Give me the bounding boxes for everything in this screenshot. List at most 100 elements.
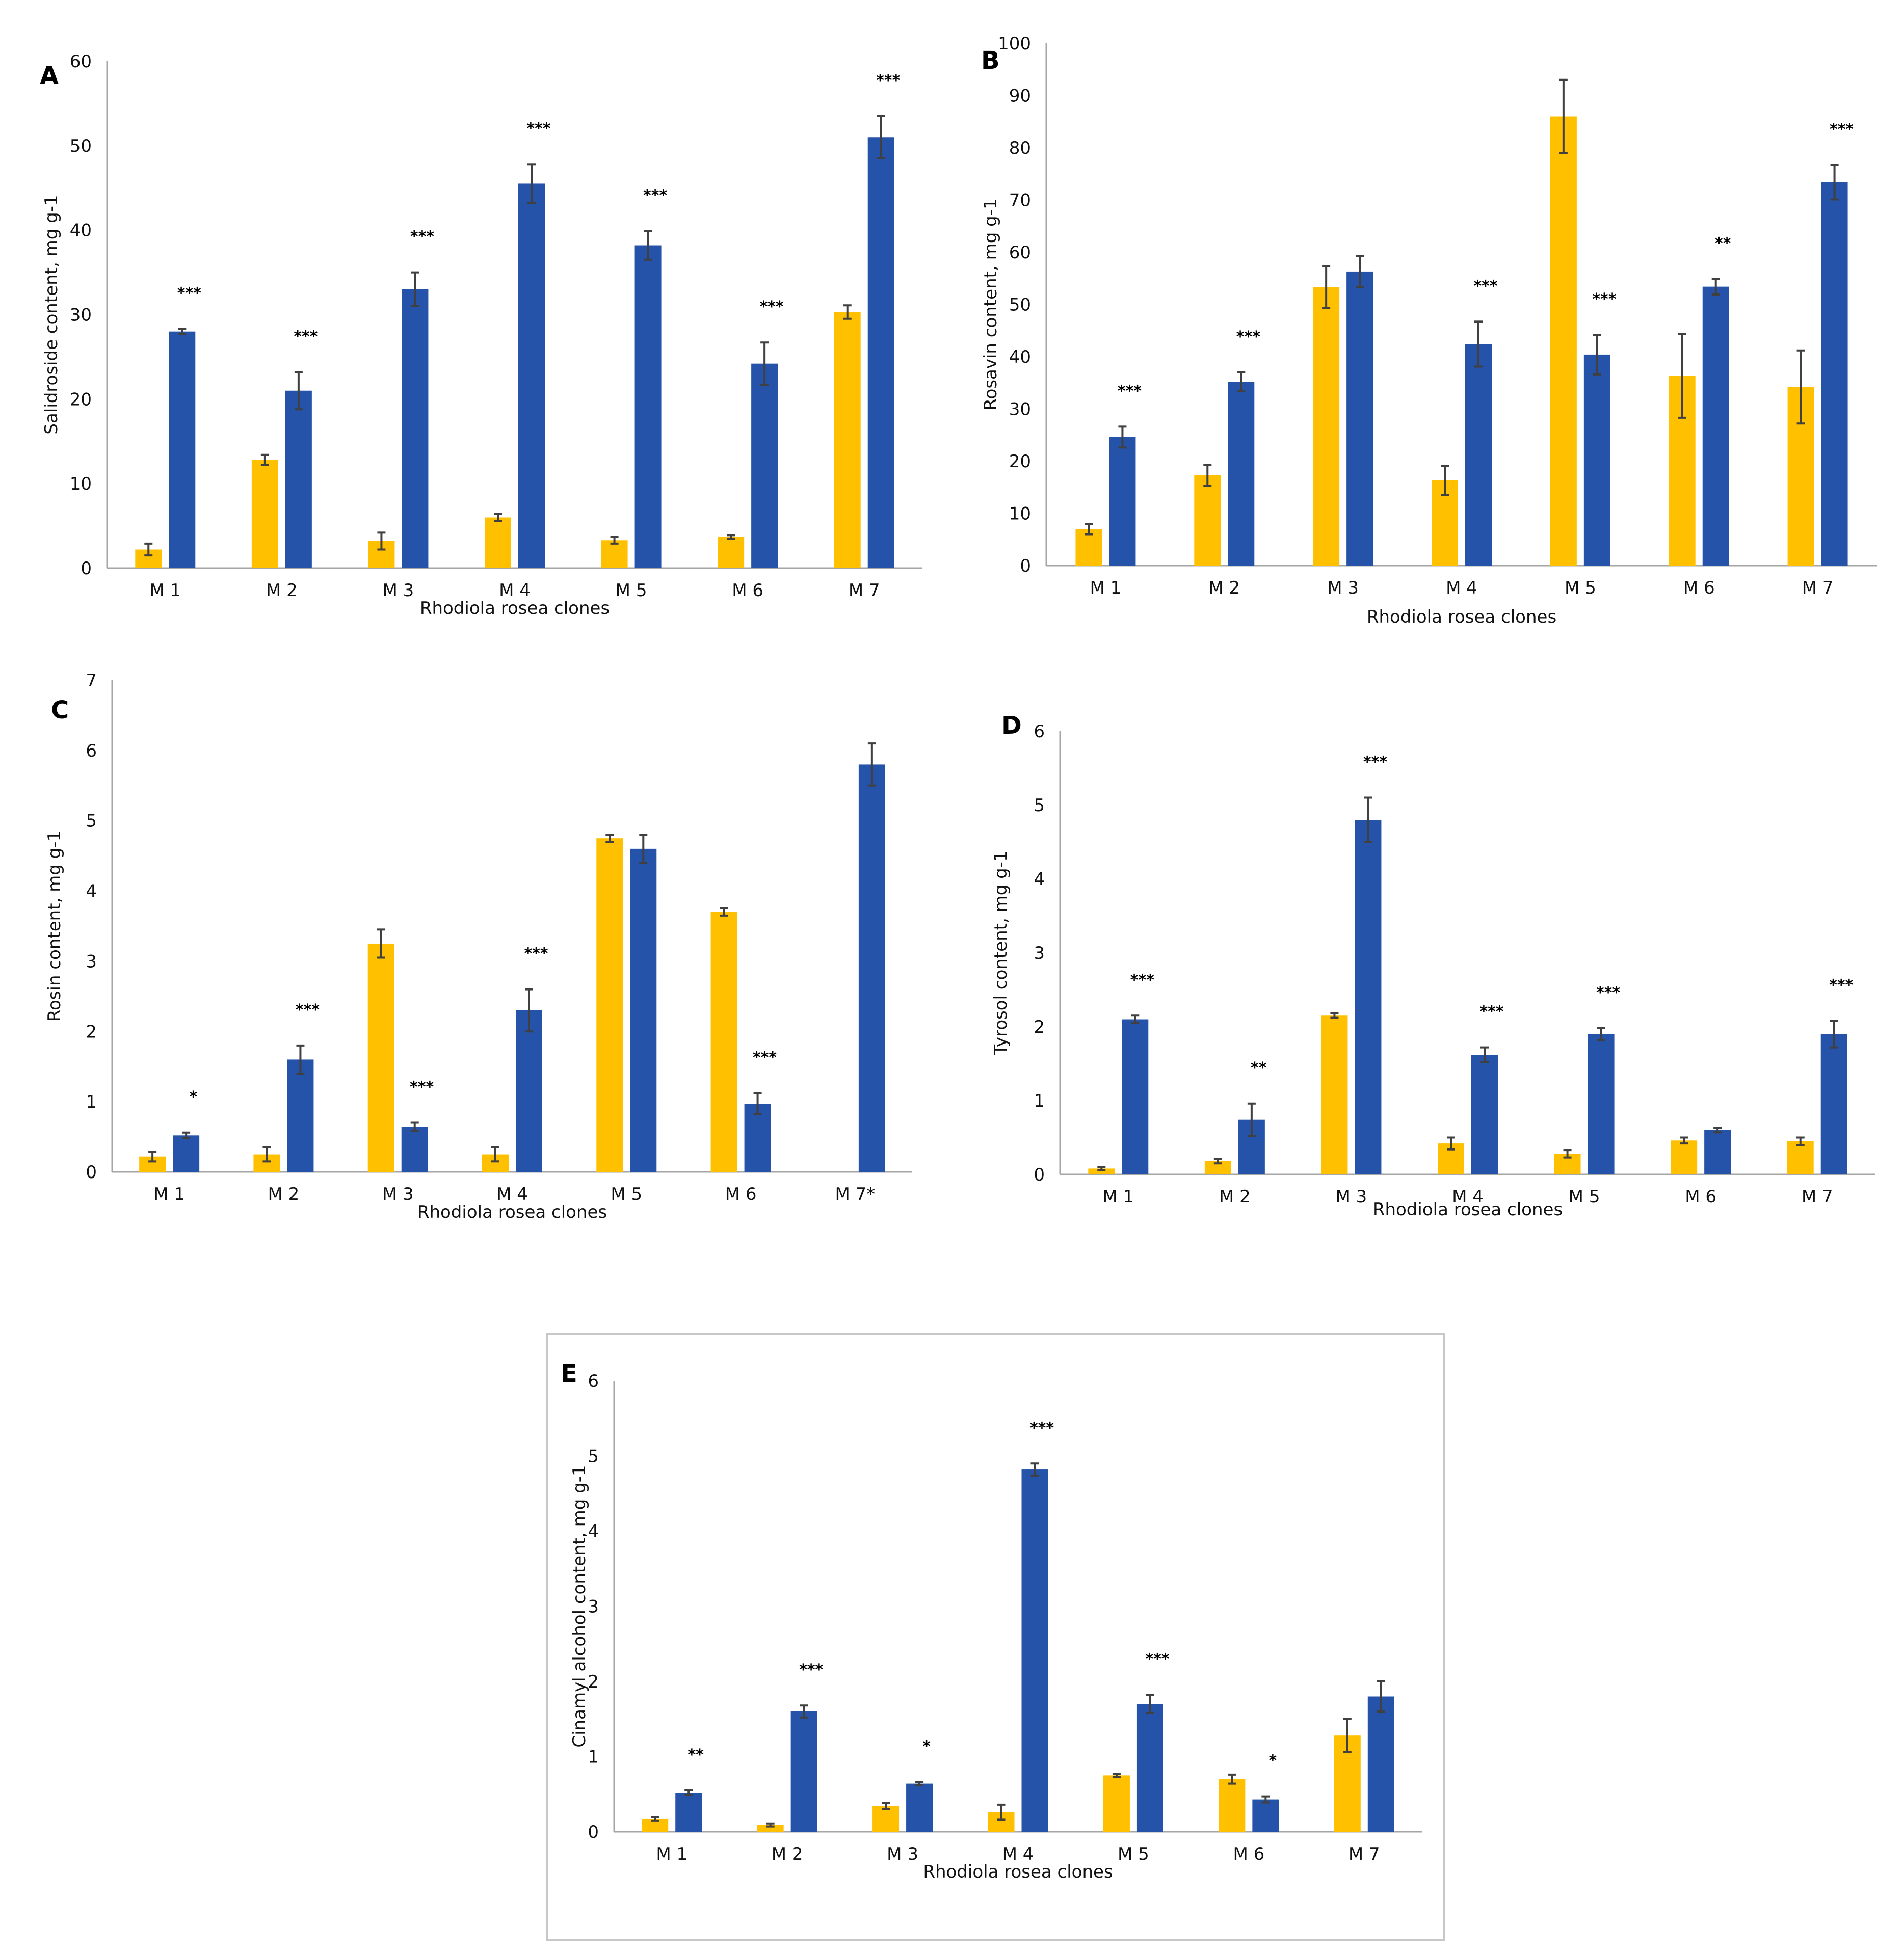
- panel-e-bar-series2: [1252, 1799, 1279, 1832]
- panel-e-y-tick-label: 6: [588, 1371, 599, 1392]
- panel-b-y-tick-label: 40: [1009, 347, 1031, 367]
- panel-d-significance-label: **: [1251, 1059, 1267, 1077]
- panel-c-y-axis-title: Rosin content, mg g-1: [44, 831, 65, 1022]
- panel-b-x-tick-label: M 3: [1327, 578, 1359, 598]
- panel-d-y-tick-label: 0: [1034, 1165, 1045, 1185]
- panel-c-bar-series1: [596, 838, 623, 1172]
- panel-b-bar-series2: [1702, 286, 1729, 566]
- panel-d-letter: D: [1001, 711, 1022, 740]
- panel-b-letter: B: [981, 46, 1000, 75]
- panel-e-y-tick-label: 3: [588, 1597, 599, 1617]
- panel-c-significance-label: ***: [753, 1049, 777, 1067]
- panel-a-y-axis-title: Salidroside content, mg g-1: [41, 195, 62, 434]
- panel-b-x-axis-title: Rhodiola rosea clones: [1367, 607, 1556, 627]
- panel-c-x-tick-label: M 6: [725, 1184, 757, 1205]
- panel-a-x-tick-label: M 2: [266, 580, 298, 601]
- panel-c-bar-series2: [287, 1059, 314, 1172]
- panel-e-x-tick-label: M 1: [656, 1844, 687, 1864]
- panel-a-bar-series2: [169, 331, 196, 568]
- panel-d-bar-series1: [1787, 1141, 1814, 1174]
- panel-d-significance-label: ***: [1130, 971, 1154, 989]
- panel-b-x-tick-label: M 2: [1208, 578, 1240, 598]
- panel-a-y-tick-label: 20: [70, 389, 92, 410]
- panel-e-x-tick-label: M 4: [1002, 1844, 1034, 1864]
- panel-e-significance-label: **: [688, 1746, 704, 1764]
- panel-a-y-tick-label: 0: [81, 558, 92, 579]
- panel-a-bar-series2: [518, 183, 545, 568]
- panel-c-y-tick-label: 4: [86, 881, 97, 902]
- panel-d-bar-series2: [1471, 1055, 1498, 1174]
- panel-c-bar-series2: [858, 764, 885, 1172]
- panel-b-y-tick-label: 70: [1009, 191, 1031, 211]
- panel-c-x-tick-label: M 1: [153, 1184, 185, 1205]
- panel-c-x-tick-label: M 4: [496, 1184, 528, 1205]
- panel-d-y-tick-label: 5: [1034, 795, 1045, 816]
- panel-d-y-tick-label: 1: [1034, 1091, 1045, 1111]
- panel-e-bar-series1: [757, 1825, 784, 1832]
- panel-c-y-tick-label: 6: [86, 741, 97, 761]
- panel-e-x-tick-label: M 2: [772, 1844, 803, 1864]
- panel-d-x-axis-title: Rhodiola rosea clones: [1373, 1199, 1563, 1220]
- panel-a-bar-series1: [718, 537, 745, 568]
- panel-b-bar-series2: [1228, 382, 1255, 566]
- panel-c-x-tick-label: M 5: [611, 1184, 642, 1205]
- panel-c-significance-label: ***: [410, 1079, 434, 1096]
- panel-c-bar-series2: [516, 1010, 542, 1172]
- panel-a-y-tick-label: 40: [70, 221, 92, 241]
- panel-d-x-tick-label: M 1: [1102, 1187, 1134, 1207]
- panel-a-bar-series1: [834, 312, 861, 568]
- panel-e-bar-series2: [1021, 1469, 1048, 1832]
- panel-b-x-tick-label: M 5: [1565, 578, 1596, 598]
- panel-a-x-tick-label: M 1: [149, 580, 181, 601]
- panel-b-y-tick-label: 30: [1009, 399, 1031, 420]
- panel-b-bar-series2: [1109, 437, 1136, 566]
- panel-e-y-tick-label: 4: [588, 1521, 599, 1542]
- panel-d-y-tick-label: 4: [1034, 869, 1045, 890]
- panel-c-bar-series1: [710, 912, 737, 1172]
- panel-b-significance-label: ***: [1592, 290, 1616, 308]
- panel-e-x-tick-label: M 5: [1118, 1844, 1149, 1864]
- panel-b-x-tick-label: M 7: [1802, 578, 1834, 598]
- panel-a-significance-label: ***: [410, 228, 434, 246]
- panel-a-significance-label: ***: [643, 186, 667, 204]
- panel-a-x-tick-label: M 7: [849, 580, 880, 601]
- panel-a-x-axis-title: Rhodiola rosea clones: [420, 598, 610, 619]
- panel-d-x-tick-label: M 2: [1219, 1187, 1251, 1207]
- panel-a-y-tick-label: 60: [70, 51, 92, 72]
- panel-e-significance-label: ***: [1030, 1419, 1054, 1437]
- panel-c-y-tick-label: 1: [86, 1092, 97, 1112]
- panel-e-significance-label: ***: [799, 1661, 823, 1679]
- panel-b-y-tick-label: 60: [1009, 243, 1031, 263]
- panel-d-significance-label: ***: [1596, 984, 1620, 1002]
- panel-b-significance-label: ***: [1473, 277, 1497, 295]
- panel-a-significance-label: ***: [177, 285, 201, 303]
- panel-c-letter: C: [51, 696, 69, 725]
- panel-a-y-tick-label: 10: [70, 474, 92, 494]
- panel-b-y-tick-label: 10: [1009, 504, 1031, 524]
- panel-c-x-axis-title: Rhodiola rosea clones: [417, 1202, 607, 1222]
- panel-a-x-tick-label: M 4: [499, 580, 531, 601]
- panel-d-significance-label: ***: [1829, 976, 1853, 994]
- panel-c-significance-label: ***: [524, 945, 548, 963]
- panel-c-bar-series2: [173, 1135, 200, 1172]
- panel-b-y-axis-title: Rosavin content, mg g-1: [981, 198, 1001, 410]
- panel-d-x-tick-label: M 5: [1569, 1187, 1600, 1207]
- panel-e-bar-series1: [1103, 1775, 1130, 1832]
- panel-e-significance-label: *: [1269, 1752, 1277, 1770]
- panel-b-y-tick-label: 90: [1009, 86, 1031, 106]
- panel-a-significance-label: ***: [876, 72, 900, 90]
- panel-d-bar-series1: [1671, 1140, 1698, 1174]
- panel-b-significance-label: ***: [1118, 382, 1142, 400]
- panel-e-x-axis-title: Rhodiola rosea clones: [923, 1862, 1113, 1882]
- panel-c-y-tick-label: 5: [86, 811, 97, 832]
- panel-e-frame: [546, 1333, 1445, 1941]
- panel-d-bar-series1: [1088, 1168, 1115, 1174]
- panel-c-bar-series2: [401, 1127, 428, 1172]
- panel-b-x-tick-label: M 4: [1446, 578, 1477, 598]
- panel-a-x-tick-label: M 3: [383, 580, 414, 601]
- panel-b-bar-series2: [1465, 344, 1492, 566]
- panel-b-bar-series1: [1313, 287, 1340, 566]
- panel-e-bar-series2: [1367, 1696, 1394, 1832]
- panel-b-bar-series2: [1346, 271, 1373, 566]
- panel-d-significance-label: ***: [1363, 754, 1387, 771]
